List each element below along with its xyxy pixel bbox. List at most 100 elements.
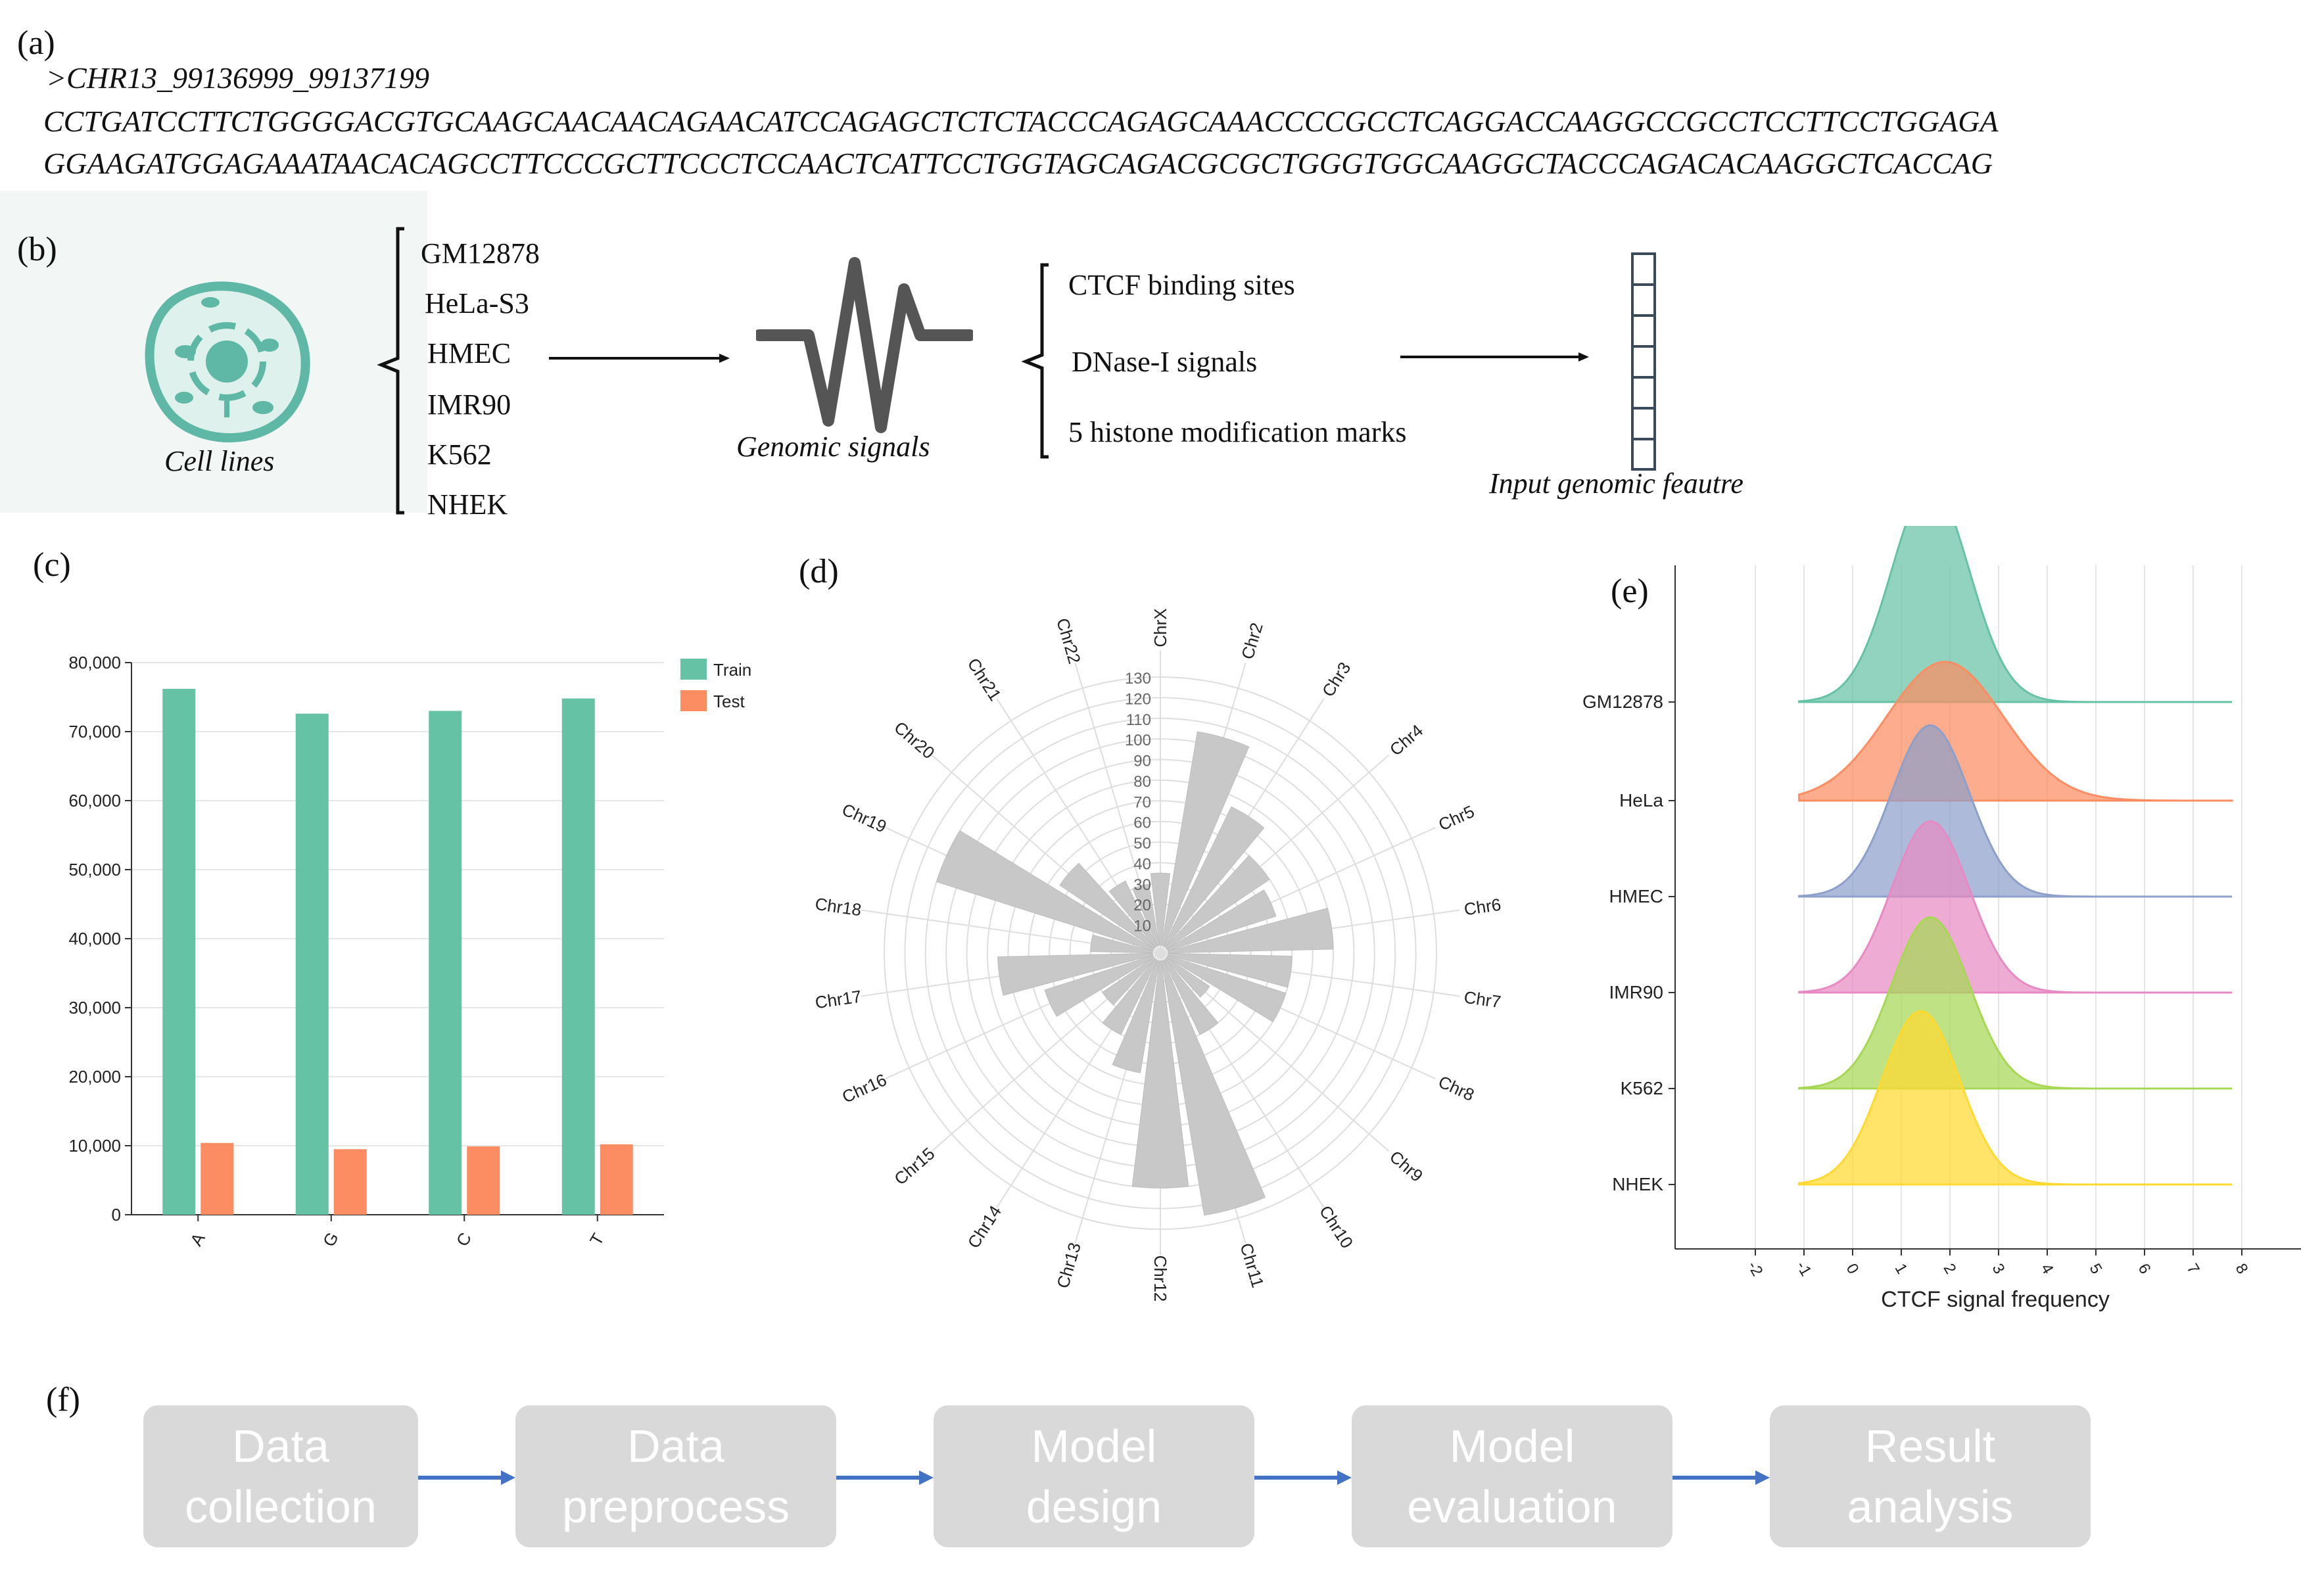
- radial-tick-label: 70: [1133, 793, 1151, 811]
- workflow-step-line: design: [1026, 1481, 1162, 1532]
- category-label: Chr8: [1435, 1071, 1477, 1105]
- category-label: Chr20: [890, 717, 938, 762]
- y-tick-label: 60,000: [68, 791, 121, 810]
- polar-bar: [1090, 934, 1154, 954]
- y-tick-label: 0: [112, 1205, 121, 1225]
- cell-line-item: K562: [427, 438, 492, 471]
- x-tick-label: 1: [1891, 1261, 1911, 1277]
- ctcf-ridgeline-chart: GM12878 HeLa HMEC IMR90 K562 NHEK -2 -1 0 1 2 3 4 5 6 7…: [1582, 526, 2301, 1312]
- panel-c-label: (c): [33, 546, 71, 584]
- workflow-step-line: preprocess: [561, 1481, 790, 1532]
- category-label: Chr14: [964, 1202, 1006, 1252]
- radial-tick-label: 130: [1125, 670, 1151, 688]
- x-tick-label: T: [586, 1230, 608, 1249]
- panel-f-label: (f): [46, 1381, 80, 1419]
- category-label: Chr17: [814, 987, 863, 1013]
- y-tick-label: 30,000: [68, 998, 121, 1018]
- cell-lines-caption: Cell lines: [164, 445, 275, 477]
- cell-line-item: NHEK: [427, 488, 508, 521]
- y-tick-label: 80,000: [68, 653, 121, 672]
- ridge-area: [1798, 526, 2233, 703]
- radial-tick-label: 90: [1133, 753, 1151, 770]
- workflow-arrows: [418, 1470, 1770, 1485]
- radial-tick-label: 50: [1133, 835, 1151, 853]
- category-label: Chr11: [1236, 1241, 1268, 1290]
- y-tick-label: 20,000: [68, 1067, 121, 1087]
- panel-a-label: (a): [17, 24, 55, 62]
- panel-e-label: (e): [1611, 573, 1649, 610]
- workflow-arrow: [418, 1470, 515, 1485]
- polar-bar: [997, 952, 1154, 996]
- signal-item: CTCF binding sites: [1068, 269, 1295, 301]
- x-tick-label: G: [319, 1229, 343, 1250]
- arrow-cells-to-signals: [549, 354, 730, 363]
- category-label: ChrX: [1150, 608, 1170, 647]
- bar-train: [295, 713, 329, 1215]
- bar-test: [600, 1144, 633, 1215]
- workflow-step-line: Data: [627, 1420, 724, 1472]
- sequence-line-1: CCTGATCCTTCTGGGGACGTGCAAGCAACAACAGAACATC…: [43, 105, 1999, 138]
- category-label: Chr13: [1053, 1240, 1085, 1290]
- ridge-area: [1798, 916, 2233, 1090]
- workflow-step-line: Model: [1449, 1420, 1575, 1472]
- cell-lines-brace: [377, 227, 404, 515]
- workflow-step-result-analysis: Result analysis: [1770, 1405, 2091, 1547]
- category-label: Chr9: [1386, 1146, 1427, 1186]
- series-label: HMEC: [1609, 886, 1663, 906]
- polar-bar: [1161, 960, 1266, 1216]
- polar-bar: [1102, 958, 1158, 1035]
- legend-swatch-train: [680, 659, 707, 680]
- category-label: Chr5: [1435, 801, 1477, 835]
- legend-label: Train: [713, 660, 751, 680]
- category-label: Chr12: [1150, 1255, 1170, 1302]
- category-label: Chr4: [1386, 720, 1427, 760]
- polar-bar: [1108, 880, 1158, 948]
- bar-train: [162, 688, 196, 1215]
- signal-item: 5 histone modification marks: [1068, 416, 1407, 448]
- radial-tick-label: 120: [1125, 690, 1151, 708]
- radial-tick-label: 80: [1133, 773, 1151, 791]
- polar-bar: [1044, 955, 1154, 1017]
- polar-bar: [1161, 731, 1250, 947]
- legend-swatch-test: [680, 690, 707, 711]
- y-tick-label: 10,000: [68, 1136, 121, 1156]
- workflow-step-line: Model: [1031, 1420, 1157, 1472]
- category-label: Chr15: [890, 1144, 938, 1189]
- series-label: NHEK: [1612, 1174, 1663, 1194]
- workflow-arrow: [1254, 1470, 1352, 1485]
- radial-tick-label: 60: [1133, 814, 1151, 832]
- x-tick-label: 5: [2086, 1261, 2106, 1277]
- category-label: Chr7: [1463, 987, 1502, 1012]
- category-label: Chr19: [839, 799, 889, 837]
- radial-tick-label: 20: [1133, 897, 1151, 914]
- bar-train: [429, 711, 462, 1215]
- radial-tick-label: 100: [1125, 732, 1151, 749]
- bar-train: [561, 698, 595, 1215]
- radial-tick-label: 110: [1126, 711, 1151, 729]
- workflow-step-line: Data: [232, 1420, 329, 1472]
- nucleotide-bar-chart: 0 10,000 20,000 30,000 40,000 50,000 60,000 70,…: [68, 653, 751, 1250]
- polar-bar: [1132, 883, 1160, 947]
- polar-bar: [1131, 960, 1189, 1188]
- polar-bar: [1167, 952, 1292, 988]
- cell-line-item: HeLa-S3: [425, 287, 529, 319]
- signal-item: DNase-I signals: [1072, 346, 1258, 378]
- category-label: Chr10: [1316, 1202, 1358, 1252]
- bar-test: [333, 1149, 367, 1215]
- x-tick-label: 4: [2037, 1261, 2057, 1277]
- polar-bar: [1102, 957, 1156, 1006]
- series-label: IMR90: [1609, 982, 1663, 1002]
- bar-test: [467, 1146, 500, 1215]
- cell-line-item: HMEC: [427, 337, 511, 369]
- category-label: Chr16: [839, 1069, 889, 1107]
- cell-line-item: IMR90: [427, 388, 511, 421]
- category-label: Chr2: [1237, 621, 1267, 662]
- polar-bar: [1165, 957, 1210, 998]
- workflow-arrow: [836, 1470, 934, 1485]
- x-tick-label: 0: [1843, 1261, 1862, 1277]
- x-tick-label: -1: [1793, 1258, 1815, 1279]
- workflow-step-line: analysis: [1847, 1481, 2014, 1532]
- legend-label: Test: [713, 692, 745, 711]
- series-label: GM12878: [1582, 692, 1663, 712]
- bar-test: [201, 1142, 234, 1215]
